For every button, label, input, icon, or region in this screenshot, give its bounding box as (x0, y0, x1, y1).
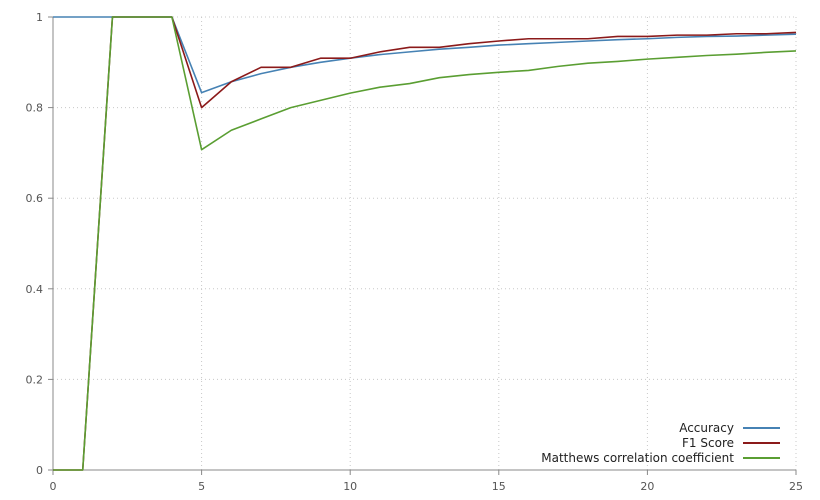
y-tick-label: 1 (36, 11, 43, 24)
y-tick-label: 0.4 (26, 283, 44, 296)
x-tick-label: 0 (50, 480, 57, 493)
y-tick-label: 0.2 (26, 373, 44, 386)
legend-label-accuracy: Accuracy (679, 421, 734, 435)
x-tick-label: 5 (198, 480, 205, 493)
grid (52, 16, 797, 471)
series-line-matthews-correlation-coefficient (53, 16, 797, 471)
legend-label-f1-score: F1 Score (682, 436, 734, 450)
axes: 0 5 10 15 20 25 0 0.2 0.4 0.6 0.8 1 (26, 11, 804, 493)
legend-label-matthews-correlation-coefficient: Matthews correlation coefficient (541, 451, 734, 465)
y-tick-label: 0.8 (26, 102, 44, 115)
series-lines (53, 16, 797, 471)
y-tick-label: 0 (36, 464, 43, 477)
x-tick-label: 20 (640, 480, 654, 493)
x-tick-label: 25 (789, 480, 803, 493)
x-tick-label: 15 (492, 480, 506, 493)
x-tick-label: 10 (343, 480, 357, 493)
y-tick-label: 0.6 (26, 192, 44, 205)
series-line-f1-score (53, 16, 797, 471)
